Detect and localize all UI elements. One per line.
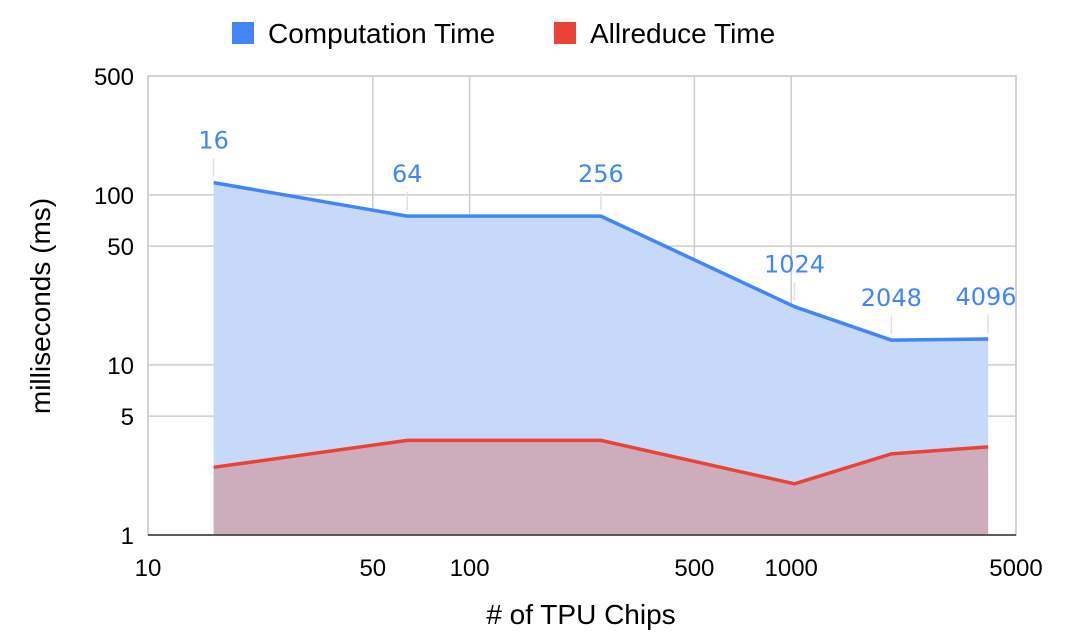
data-label-16: 16 (198, 127, 229, 155)
legend-swatch-computation-time (232, 22, 254, 44)
area-allreduce-time (213, 440, 989, 535)
x-tick-label-100: 100 (450, 555, 490, 582)
y-tick-label-500: 500 (94, 64, 134, 91)
x-axis-ticks: 10 50 100 500 1000 5000 (135, 555, 1043, 582)
y-tick-label-10: 10 (107, 353, 134, 380)
legend: Computation Time Allreduce Time (232, 18, 775, 49)
x-tick-label-5000: 5000 (989, 555, 1042, 582)
x-axis-title: # of TPU Chips (486, 599, 675, 630)
y-tick-label-50: 50 (107, 234, 134, 261)
legend-label-allreduce-time: Allreduce Time (590, 18, 775, 49)
x-tick-label-500: 500 (674, 555, 714, 582)
x-tick-label-50: 50 (359, 555, 386, 582)
data-label-2048: 2048 (861, 284, 922, 312)
legend-label-computation-time: Computation Time (268, 18, 495, 49)
line-allreduce-time (213, 438, 989, 486)
legend-swatch-allreduce-time (554, 22, 576, 44)
y-tick-label-100: 100 (94, 183, 134, 210)
data-label-256: 256 (578, 160, 624, 188)
y-axis-ticks: 1 5 10 50 100 500 (94, 64, 134, 550)
series-areas (213, 182, 989, 536)
line-computation-time (213, 180, 989, 342)
plot-frame (147, 75, 1017, 536)
data-label-1024: 1024 (764, 251, 825, 279)
data-label-64: 64 (392, 160, 423, 188)
y-axis-title: milliseconds (ms) (25, 198, 56, 414)
y-tick-label-5: 5 (121, 404, 134, 431)
x-tick-label-10: 10 (135, 555, 162, 582)
data-label-4096: 4096 (955, 283, 1016, 311)
y-tick-label-1: 1 (121, 523, 134, 550)
series-lines (213, 180, 989, 486)
x-tick-label-1000: 1000 (765, 555, 818, 582)
data-labels: 16 64 256 1024 2048 4096 (198, 127, 1017, 335)
